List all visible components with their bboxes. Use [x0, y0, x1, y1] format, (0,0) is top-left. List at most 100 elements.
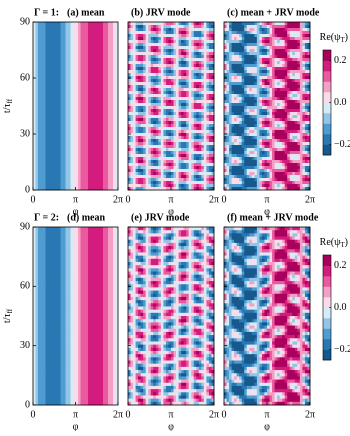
field-cell	[161, 136, 164, 139]
field-cell	[58, 55, 61, 58]
field-cell	[96, 40, 99, 43]
field-cell	[156, 133, 159, 136]
field-cell	[43, 160, 46, 163]
field-cell	[257, 103, 260, 106]
field-cell	[71, 109, 74, 112]
field-cell	[176, 100, 179, 103]
field-cell	[73, 118, 76, 121]
field-cell	[61, 37, 64, 40]
field-cell	[53, 61, 56, 64]
field-cell	[33, 94, 36, 97]
field-cell	[36, 37, 39, 40]
field-cell	[270, 31, 273, 34]
field-cell	[257, 76, 260, 79]
field-cell	[41, 142, 44, 145]
field-cell	[83, 181, 86, 184]
field-cell	[189, 136, 192, 139]
field-cell	[174, 70, 177, 73]
field-cell	[275, 40, 278, 43]
field-cell	[184, 157, 187, 160]
field-cell	[138, 94, 141, 97]
field-cell	[66, 124, 69, 127]
field-cell	[71, 64, 74, 67]
field-cell	[163, 28, 166, 31]
field-cell	[111, 127, 114, 130]
field-cell	[153, 127, 156, 130]
x-tick-label: 2π	[113, 194, 123, 205]
field-cell	[158, 136, 161, 139]
field-cell	[267, 115, 270, 118]
field-cell	[38, 151, 41, 154]
field-cell	[33, 70, 36, 73]
field-cell	[48, 64, 51, 67]
field-cell	[113, 115, 116, 118]
field-cell	[146, 73, 149, 76]
field-cell	[56, 163, 59, 166]
field-cell	[51, 61, 54, 64]
field-cell	[106, 40, 109, 43]
field-cell	[41, 91, 44, 94]
field-cell	[143, 127, 146, 130]
field-cell	[133, 145, 136, 148]
x-tick-label: 0	[126, 194, 131, 205]
field-cell	[224, 160, 227, 163]
field-cell	[191, 67, 194, 70]
field-cell	[232, 64, 235, 67]
field-cell	[247, 142, 250, 145]
field-cell	[176, 106, 179, 109]
field-cell	[148, 58, 151, 61]
field-cell	[53, 136, 56, 139]
field-cell	[249, 67, 252, 70]
field-cell	[186, 34, 189, 37]
field-cell	[113, 25, 116, 28]
field-cell	[191, 64, 194, 67]
field-cell	[128, 148, 131, 151]
field-cell	[254, 82, 257, 85]
field-cell	[83, 43, 86, 46]
field-cell	[171, 145, 174, 148]
field-cell	[244, 157, 247, 160]
field-cell	[78, 136, 81, 139]
field-cell	[171, 148, 174, 151]
field-cell	[136, 136, 139, 139]
field-cell	[71, 70, 74, 73]
field-cell	[239, 166, 242, 169]
field-cell	[63, 73, 66, 76]
field-cell	[131, 166, 134, 169]
field-cell	[43, 79, 46, 82]
field-cell	[33, 163, 36, 166]
field-cell	[181, 43, 184, 46]
field-cell	[101, 34, 104, 37]
field-cell	[163, 61, 166, 64]
field-cell	[106, 133, 109, 136]
field-cell	[68, 100, 71, 103]
field-cell	[83, 37, 86, 40]
field-cell	[191, 112, 194, 115]
field-cell	[206, 52, 209, 55]
field-cell	[206, 133, 209, 136]
field-cell	[51, 181, 54, 184]
field-cell	[78, 76, 81, 79]
field-cell	[56, 64, 59, 67]
field-cell	[81, 100, 84, 103]
field-cell	[272, 136, 275, 139]
field-cell	[227, 151, 230, 154]
field-cell	[66, 145, 69, 148]
field-cell	[272, 142, 275, 145]
field-cell	[131, 85, 134, 88]
field-cell	[76, 124, 79, 127]
field-cell	[259, 148, 262, 151]
field-cell	[133, 97, 136, 100]
field-cell	[275, 91, 278, 94]
field-cell	[201, 70, 204, 73]
field-cell	[259, 166, 262, 169]
field-cell	[181, 151, 184, 154]
field-cell	[229, 139, 232, 142]
field-cell	[83, 61, 86, 64]
field-cell	[131, 172, 134, 175]
field-cell	[48, 124, 51, 127]
field-cell	[209, 22, 212, 25]
field-cell	[68, 52, 71, 55]
field-cell	[98, 142, 101, 145]
field-cell	[224, 151, 227, 154]
